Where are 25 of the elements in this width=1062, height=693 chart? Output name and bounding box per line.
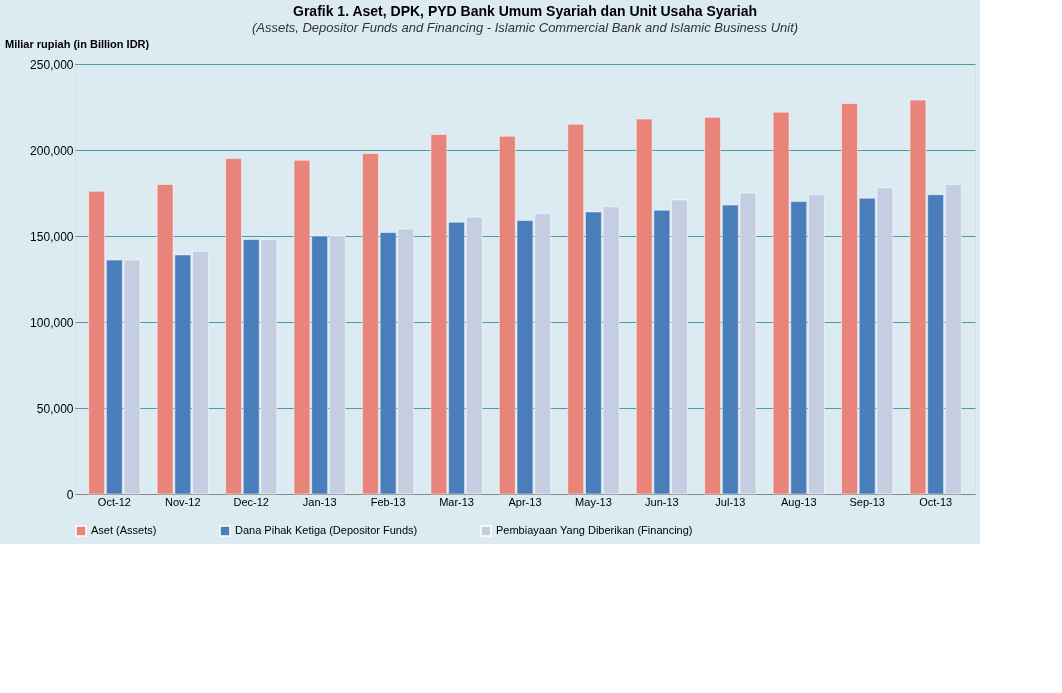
legend-label: Pembiayaan Yang Diberikan (Financing) <box>496 524 693 536</box>
x-tick-label: Apr-13 <box>508 495 542 508</box>
x-tick-label: Oct-12 <box>97 495 131 508</box>
x-tick-label: Dec-12 <box>233 495 269 508</box>
chart-title: Grafik 1. Aset, DPK, PYD Bank Umum Syariah dan Unit Usaha Syariah <box>293 3 757 19</box>
x-tick-label: Nov-12 <box>165 495 201 508</box>
x-tick-label: Oct-13 <box>919 495 953 508</box>
y-tick-label: 250,000 <box>30 57 74 72</box>
x-tick-label: May-13 <box>575 495 612 508</box>
x-tick-label: Jul-13 <box>715 495 746 508</box>
legend-label: Dana Pihak Ketiga (Depositor Funds) <box>235 524 418 536</box>
y-tick-label: 200,000 <box>30 143 74 158</box>
x-tick-label: Jan-13 <box>302 495 337 508</box>
x-tick-label: Mar-13 <box>439 495 474 508</box>
y-tick-label: 150,000 <box>30 229 74 244</box>
x-tick-label: Aug-13 <box>781 495 817 508</box>
legend-label: Aset (Assets) <box>91 524 157 536</box>
x-tick-label: Feb-13 <box>370 495 406 508</box>
y-tick-label: 0 <box>66 487 74 502</box>
x-tick-label: Jun-13 <box>645 495 679 508</box>
x-tick-label: Sep-13 <box>849 495 885 508</box>
y-tick-label: 50,000 <box>36 401 74 416</box>
y-axis-title: Miliar rupiah (in Billion IDR) <box>5 38 150 50</box>
y-tick-label: 100,000 <box>30 315 74 330</box>
chart-subtitle: (Assets, Depositor Funds and Financing - Islamic Commercial Bank and Islamic Business Unit) <box>251 20 799 35</box>
